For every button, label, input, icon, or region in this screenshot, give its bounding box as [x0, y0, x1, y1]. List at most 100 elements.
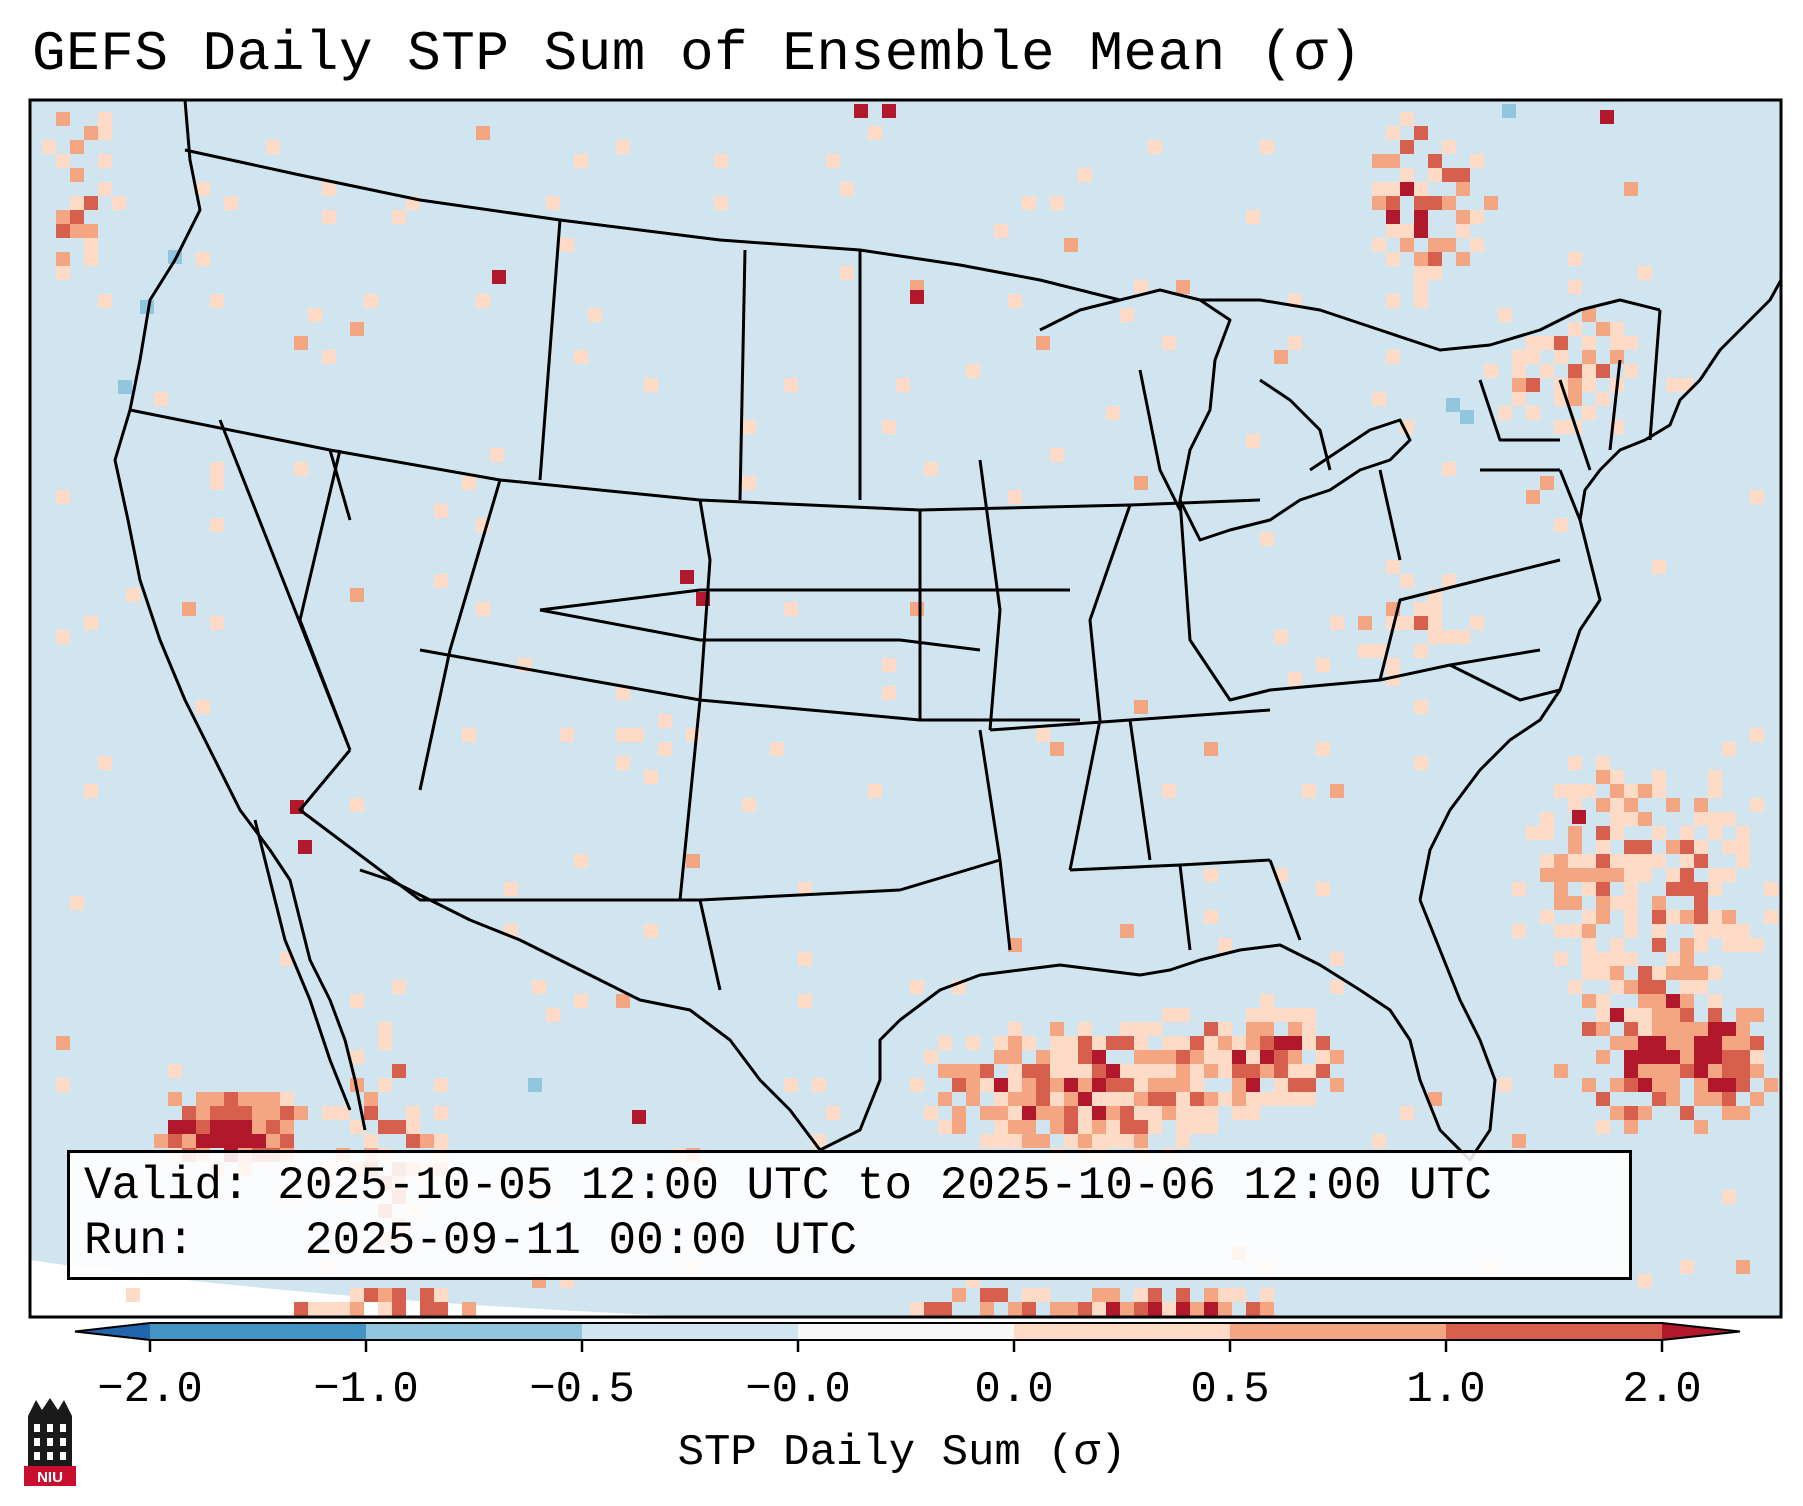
anomaly-cell [1624, 896, 1638, 910]
anomaly-cell [1764, 1078, 1778, 1092]
anomaly-cell [1512, 1134, 1526, 1148]
valid-label: Valid: [84, 1160, 250, 1212]
anomaly-cell [1540, 910, 1554, 924]
anomaly-cell [1316, 658, 1330, 672]
anomaly-cell [1008, 1106, 1022, 1120]
anomaly-cell [210, 294, 224, 308]
anomaly-cell [210, 518, 224, 532]
anomaly-cell [1260, 994, 1274, 1008]
anomaly-cell [1624, 1064, 1638, 1078]
anomaly-cell [1204, 742, 1218, 756]
anomaly-cell [1414, 252, 1428, 266]
anomaly-cell [1512, 882, 1526, 896]
anomaly-cell [182, 1106, 196, 1120]
anomaly-cell [1694, 1092, 1708, 1106]
anomaly-cell [1680, 952, 1694, 966]
anomaly-cell [1162, 1008, 1176, 1022]
anomaly-cell [1260, 1050, 1274, 1064]
anomaly-cell [84, 238, 98, 252]
anomaly-cell [1274, 1078, 1288, 1092]
anomaly-cell [868, 784, 882, 798]
anomaly-cell [1260, 1008, 1274, 1022]
anomaly-cell [1554, 420, 1568, 434]
anomaly-cell [1470, 210, 1484, 224]
anomaly-cell [476, 602, 490, 616]
anomaly-cell [70, 210, 84, 224]
anomaly-cell [1050, 1036, 1064, 1050]
anomaly-cell [1232, 1050, 1246, 1064]
anomaly-cell [812, 1078, 826, 1092]
anomaly-cell [1302, 1008, 1316, 1022]
anomaly-cell [1582, 868, 1596, 882]
anomaly-cell [168, 1064, 182, 1078]
anomaly-cell [1470, 238, 1484, 252]
anomaly-cell [1568, 252, 1582, 266]
anomaly-cell [1316, 1050, 1330, 1064]
anomaly-cell [1652, 1050, 1666, 1064]
anomaly-cell [1428, 252, 1442, 266]
anomaly-cell [1134, 1092, 1148, 1106]
anomaly-cell [1078, 1022, 1092, 1036]
valid-line: Valid: 2025-10-05 12:00 UTC to 2025-10-0… [84, 1159, 1615, 1214]
anomaly-cell [1148, 140, 1162, 154]
anomaly-cell [1596, 1092, 1610, 1106]
anomaly-cell [1582, 406, 1596, 420]
anomaly-cell [182, 1120, 196, 1134]
anomaly-cell [574, 994, 588, 1008]
anomaly-cell [1764, 910, 1778, 924]
anomaly-cell [1120, 1302, 1134, 1316]
anomaly-cell [392, 210, 406, 224]
anomaly-cell [118, 380, 132, 394]
colorbar-tick-label: −0.0 [745, 1365, 851, 1415]
anomaly-cell [1400, 168, 1414, 182]
anomaly-cell [364, 294, 378, 308]
anomaly-cell [1106, 1302, 1120, 1316]
colorbar-bin [366, 1323, 582, 1340]
anomaly-cell [84, 252, 98, 266]
map-frame [28, 98, 1783, 1319]
anomaly-cell [1190, 1302, 1204, 1316]
anomaly-cell [1204, 910, 1218, 924]
anomaly-cell [1708, 770, 1722, 784]
anomaly-cell [784, 378, 798, 392]
anomaly-cell [784, 1078, 798, 1092]
anomaly-cell [1078, 1106, 1092, 1120]
anomaly-cell [938, 1036, 952, 1050]
anomaly-cell [196, 700, 210, 714]
anomaly-cell [1610, 952, 1624, 966]
colorbar-tick-label: 0.0 [974, 1365, 1054, 1415]
anomaly-cell [1232, 1288, 1246, 1302]
anomaly-cell [1330, 1078, 1344, 1092]
anomaly-cell [1008, 1092, 1022, 1106]
anomaly-cell [1050, 1302, 1064, 1316]
anomaly-cell [1638, 1036, 1652, 1050]
colorbar [74, 1322, 1741, 1341]
anomaly-cell [1596, 364, 1610, 378]
anomaly-cell [1666, 1092, 1680, 1106]
anomaly-cell [1288, 1008, 1302, 1022]
anomaly-cell [1680, 1022, 1694, 1036]
anomaly-cell [1568, 280, 1582, 294]
anomaly-cell [1078, 1036, 1092, 1050]
anomaly-cell [1582, 966, 1596, 980]
anomaly-cell [1568, 980, 1582, 994]
anomaly-cell [924, 462, 938, 476]
anomaly-cell [56, 210, 70, 224]
anomaly-cell [1246, 434, 1260, 448]
anomaly-cell [1624, 924, 1638, 938]
anomaly-cell [56, 112, 70, 126]
anomaly-cell [1428, 266, 1442, 280]
anomaly-cell [1554, 896, 1568, 910]
anomaly-cell [492, 270, 506, 284]
anomaly-cell [1260, 1064, 1274, 1078]
anomaly-cell [742, 476, 756, 490]
anomaly-cell [56, 1036, 70, 1050]
anomaly-cell [1680, 840, 1694, 854]
anomaly-cell [1064, 1302, 1078, 1316]
anomaly-cell [1694, 1050, 1708, 1064]
anomaly-cell [210, 1120, 224, 1134]
anomaly-cell [1498, 1078, 1512, 1092]
anomaly-cell [1246, 1050, 1260, 1064]
anomaly-cell [1288, 1022, 1302, 1036]
anomaly-cell [322, 350, 336, 364]
